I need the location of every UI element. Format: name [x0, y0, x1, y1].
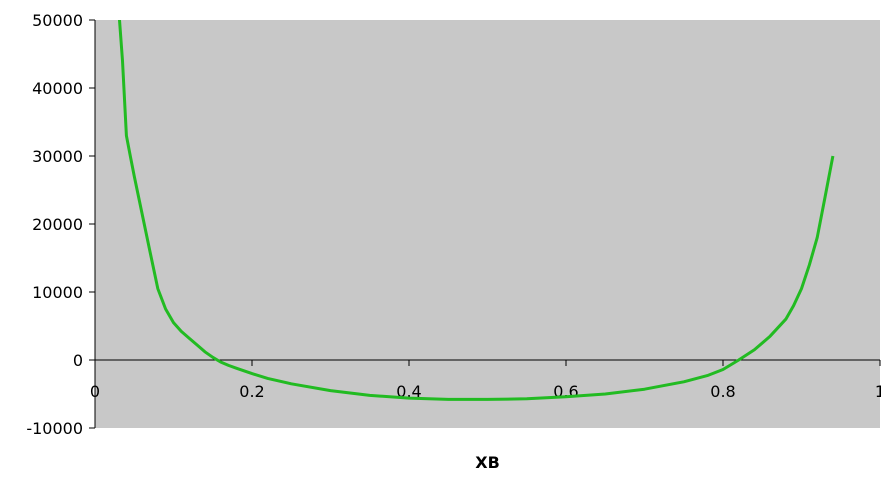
x-tick-label: 1 — [875, 382, 881, 401]
x-tick-label: 0.2 — [239, 382, 264, 401]
y-tick-label: 0 — [73, 351, 83, 370]
y-tick-label: 20000 — [32, 215, 83, 234]
y-tick-label: 50000 — [32, 11, 83, 30]
y-tick-label: 30000 — [32, 147, 83, 166]
x-tick-label: 0.8 — [710, 382, 735, 401]
x-axis-title: XB — [475, 453, 500, 472]
series-layer — [117, 20, 835, 401]
y-axis-ticks: -10000 0 10000 20000 30000 40000 50000 — [26, 11, 95, 438]
y-tick-label: 40000 — [32, 79, 83, 98]
plot-area — [95, 20, 880, 428]
x-tick-label: 0 — [90, 382, 100, 401]
y-tick-label: -10000 — [26, 419, 83, 438]
y-tick-label: 10000 — [32, 283, 83, 302]
series-line — [117, 20, 835, 401]
